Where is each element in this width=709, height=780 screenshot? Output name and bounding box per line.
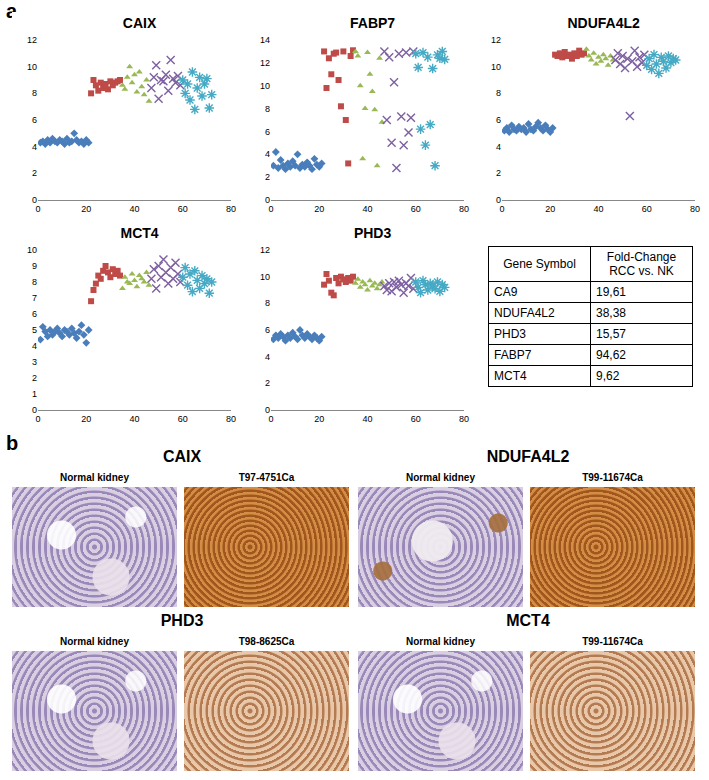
svg-text:0: 0 [265, 405, 270, 415]
svg-text:6: 6 [32, 115, 37, 125]
svg-text:10: 10 [491, 62, 501, 72]
html-text:94,62: 94,62 [596, 348, 626, 362]
svg-text:PHD3: PHD3 [354, 225, 392, 241]
svg-text:0: 0 [268, 414, 273, 424]
html-text:Normal kidney: Normal kidney [60, 636, 129, 647]
html-text:PHD3: PHD3 [160, 612, 204, 629]
html-text:Normal kidney: Normal kidney [406, 636, 475, 647]
svg-text:80: 80 [459, 414, 469, 424]
svg-text:6: 6 [265, 325, 270, 335]
svg-text:8: 8 [265, 298, 270, 308]
html-text:T97-4751Ca: T97-4751Ca [238, 472, 295, 483]
svg-text:7: 7 [32, 293, 37, 303]
svg-text:40: 40 [362, 204, 372, 214]
svg-text:8: 8 [32, 88, 37, 98]
html-text:PHD3: PHD3 [494, 327, 526, 341]
svg-text:80: 80 [226, 204, 236, 214]
svg-text:6: 6 [32, 309, 37, 319]
svg-text:2: 2 [265, 172, 270, 182]
svg-text:12: 12 [27, 35, 37, 45]
svg-text:MCT4: MCT4 [121, 225, 159, 241]
svg-text:20: 20 [314, 414, 324, 424]
svg-text:60: 60 [411, 414, 421, 424]
svg-text:8: 8 [265, 104, 270, 114]
html-text:38,38: 38,38 [596, 306, 626, 320]
svg-text:12: 12 [491, 35, 501, 45]
html-text:15,57: 15,57 [596, 327, 626, 341]
svg-text:0: 0 [35, 204, 40, 214]
html-text:MCT4: MCT4 [506, 612, 550, 629]
html-text:T99-11674Ca: T99-11674Ca [582, 472, 643, 483]
svg-text:40: 40 [593, 204, 603, 214]
svg-text:80: 80 [459, 204, 469, 214]
html-text:MCT4: MCT4 [494, 369, 527, 383]
html-text:T98-8625Ca: T98-8625Ca [238, 636, 295, 647]
svg-text:8: 8 [496, 88, 501, 98]
svg-text:2: 2 [496, 168, 501, 178]
svg-text:80: 80 [690, 204, 700, 214]
html-text:T99-11674Ca: T99-11674Ca [582, 636, 643, 647]
svg-text:1: 1 [32, 389, 37, 399]
svg-text:12: 12 [260, 58, 270, 68]
svg-text:10: 10 [27, 62, 37, 72]
svg-text:0: 0 [268, 204, 273, 214]
svg-text:80: 80 [226, 414, 236, 424]
svg-text:20: 20 [314, 204, 324, 214]
svg-text:12: 12 [260, 245, 270, 255]
svg-text:0: 0 [32, 195, 37, 205]
html-text:CAIX: CAIX [162, 448, 202, 465]
svg-text:2: 2 [32, 168, 37, 178]
html-text:NDUFA4L2: NDUFA4L2 [494, 306, 555, 320]
svg-text:4: 4 [32, 341, 37, 351]
svg-text:2: 2 [32, 373, 37, 383]
svg-text:40: 40 [129, 204, 139, 214]
html-text:CA9: CA9 [494, 285, 518, 299]
svg-text:0: 0 [32, 405, 37, 415]
html-text:19,61: 19,61 [596, 285, 626, 299]
html-text:Gene Symbol: Gene Symbol [503, 257, 576, 271]
svg-text:40: 40 [129, 414, 139, 424]
svg-text:0: 0 [265, 195, 270, 205]
svg-text:10: 10 [260, 81, 270, 91]
svg-text:4: 4 [496, 142, 501, 152]
svg-text:60: 60 [642, 204, 652, 214]
html-text:Fold-Change RCC vs. NK: Fold-Change RCC vs. NK [606, 250, 677, 278]
svg-text:4: 4 [32, 142, 37, 152]
html-text:Normal kidney: Normal kidney [406, 472, 475, 483]
html-text:FABP7: FABP7 [494, 348, 532, 362]
svg-text:0: 0 [496, 195, 501, 205]
svg-text:60: 60 [411, 204, 421, 214]
svg-text:6: 6 [265, 127, 270, 137]
svg-text:CAIX: CAIX [123, 15, 157, 31]
svg-text:8: 8 [32, 277, 37, 287]
svg-text:0: 0 [499, 204, 504, 214]
svg-text:20: 20 [81, 414, 91, 424]
svg-text:60: 60 [178, 204, 188, 214]
html-text:9,62: 9,62 [596, 369, 620, 383]
svg-text:4: 4 [265, 352, 270, 362]
svg-text:5: 5 [32, 325, 37, 335]
html-text:NDUFA4L2: NDUFA4L2 [486, 448, 570, 465]
svg-text:FABP7: FABP7 [350, 15, 395, 31]
svg-text:20: 20 [81, 204, 91, 214]
svg-text:14: 14 [260, 35, 270, 45]
svg-text:4: 4 [265, 149, 270, 159]
svg-text:10: 10 [260, 272, 270, 282]
svg-text:9: 9 [32, 261, 37, 271]
svg-text:NDUFA4L2: NDUFA4L2 [567, 15, 640, 31]
svg-text:2: 2 [265, 378, 270, 388]
svg-text:6: 6 [496, 115, 501, 125]
svg-text:40: 40 [362, 414, 372, 424]
svg-text:10: 10 [27, 245, 37, 255]
html-text:a: a [6, 0, 18, 22]
svg-text:0: 0 [35, 414, 40, 424]
html-text:b: b [6, 432, 19, 454]
svg-text:3: 3 [32, 357, 37, 367]
svg-text:60: 60 [178, 414, 188, 424]
svg-text:20: 20 [545, 204, 555, 214]
html-text:Normal kidney: Normal kidney [60, 472, 129, 483]
